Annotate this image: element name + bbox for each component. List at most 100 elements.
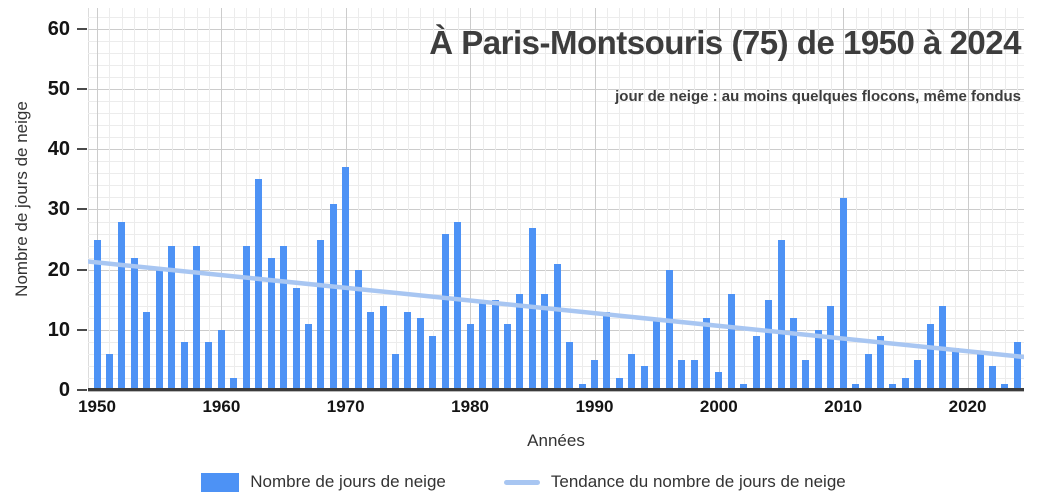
bar-1994: [640, 365, 648, 390]
minor-gridline-x-1986: [544, 8, 546, 390]
minor-gridline-x-2019: [955, 8, 957, 390]
bar-1967: [304, 323, 312, 390]
bar-2016: [914, 359, 922, 390]
bar-1993: [628, 353, 636, 390]
minor-gridline-x-1968: [320, 8, 322, 390]
y-tick-mark-60: [77, 27, 87, 30]
minor-gridline-x-2006: [793, 8, 795, 390]
minor-gridline-x-1979: [457, 8, 459, 390]
minor-gridline-x-1984: [519, 8, 521, 390]
minor-gridline-x-1966: [296, 8, 297, 390]
x-axis-line: [88, 388, 1024, 391]
major-gridline-x-2000: [718, 8, 720, 390]
minor-gridline-x-1997: [681, 8, 683, 390]
bar-1968: [317, 239, 325, 390]
minor-gridline-y-52: [88, 77, 1024, 79]
bar-1980: [466, 323, 474, 390]
minor-gridline-x-1985: [532, 8, 534, 390]
legend-item-trend: Tendance du nombre de jours de neige: [503, 472, 846, 492]
bar-1979: [454, 221, 462, 390]
minor-gridline-x-1996: [669, 8, 671, 390]
legend-item-bars: Nombre de jours de neige: [201, 472, 446, 492]
major-gridline-x-1950: [97, 8, 98, 390]
y-tick-mark-50: [77, 88, 87, 91]
x-tick-label-1950: 1950: [78, 397, 116, 416]
bar-2019: [951, 347, 959, 390]
bar-2023: [1001, 384, 1009, 390]
bar-1963: [255, 179, 263, 390]
bar-1971: [354, 269, 362, 390]
minor-gridline-y-28: [88, 221, 1024, 223]
bar-1990: [591, 359, 598, 390]
minor-gridline-x-1974: [395, 8, 397, 390]
minor-gridline-x-1972: [370, 8, 372, 390]
x-tick-label-2010: 2010: [824, 397, 863, 416]
bar-1974: [392, 353, 399, 390]
minor-gridline-x-1953: [134, 8, 136, 390]
bar-1965: [280, 245, 287, 390]
minor-gridline-x-2012: [868, 8, 870, 390]
minor-gridline-x-1994: [644, 8, 646, 390]
minor-gridline-x-1961: [233, 8, 235, 390]
x-tick-label-1990: 1990: [575, 397, 614, 416]
bar-1952: [118, 221, 126, 390]
bar-1969: [329, 203, 337, 390]
minor-gridline-y-58: [88, 41, 1024, 42]
bar-1977: [429, 335, 437, 390]
y-tick-mark-10: [77, 328, 87, 331]
major-gridline-y-60: [88, 28, 1024, 30]
minor-gridline-x-1989: [582, 8, 583, 390]
minor-gridline-y-38: [88, 161, 1024, 163]
minor-gridline-x-1971: [358, 8, 360, 390]
minor-gridline-x-2021: [980, 8, 981, 390]
minor-gridline-x-1978: [445, 8, 447, 390]
y-tick-label-20: 20: [47, 258, 70, 281]
major-gridline-y-50: [88, 89, 1024, 91]
bar-1981: [479, 299, 486, 390]
major-gridline-x-1990: [594, 8, 596, 390]
trend-series-label: Tendance du nombre de jours de neige: [550, 472, 846, 491]
bar-2010: [839, 197, 847, 390]
trend-series-swatch: [503, 479, 540, 485]
y-tick-label-40: 40: [47, 138, 70, 161]
bar-1950: [93, 239, 101, 390]
minor-gridline-x-1993: [631, 8, 633, 390]
bar-1972: [367, 311, 375, 390]
minor-gridline-x-1952: [121, 8, 123, 390]
major-gridline-y-30: [88, 209, 1024, 211]
minor-gridline-x-1982: [495, 8, 496, 390]
minor-gridline-x-1981: [482, 8, 484, 390]
bar-2008: [814, 329, 822, 390]
minor-gridline-x-1954: [146, 8, 148, 390]
minor-gridline-x-1958: [196, 8, 198, 390]
minor-gridline-y-34: [88, 185, 1024, 187]
minor-gridline-y-32: [88, 197, 1024, 199]
bar-2009: [827, 305, 835, 390]
minor-gridline-y-54: [88, 65, 1024, 67]
bar-2021: [976, 353, 984, 390]
minor-gridline-x-1969: [333, 8, 335, 390]
major-gridline-y-40: [88, 149, 1024, 151]
bar-2012: [864, 353, 872, 390]
minor-gridline-x-1967: [308, 8, 310, 390]
x-tick-label-1960: 1960: [202, 397, 241, 416]
bar-1959: [205, 341, 213, 390]
minor-gridline-x-2007: [805, 8, 807, 390]
bar-2024: [1013, 341, 1021, 390]
minor-gridline-x-1977: [432, 8, 434, 390]
bar-1956: [168, 245, 176, 390]
minor-gridline-x-2018: [942, 8, 944, 390]
minor-gridline-x-2009: [830, 8, 832, 390]
bar-1954: [143, 311, 151, 390]
y-tick-label-30: 30: [47, 198, 70, 221]
bar-1991: [603, 311, 611, 390]
minor-gridline-x-2016: [917, 8, 919, 390]
minor-gridline-x-1992: [619, 8, 621, 390]
minor-gridline-x-2024: [1017, 8, 1019, 390]
bar-1983: [503, 323, 511, 390]
y-tick-mark-40: [77, 148, 87, 151]
bar-2011: [852, 384, 860, 390]
bar-1999: [702, 317, 710, 390]
minor-gridline-x-2004: [768, 8, 770, 390]
